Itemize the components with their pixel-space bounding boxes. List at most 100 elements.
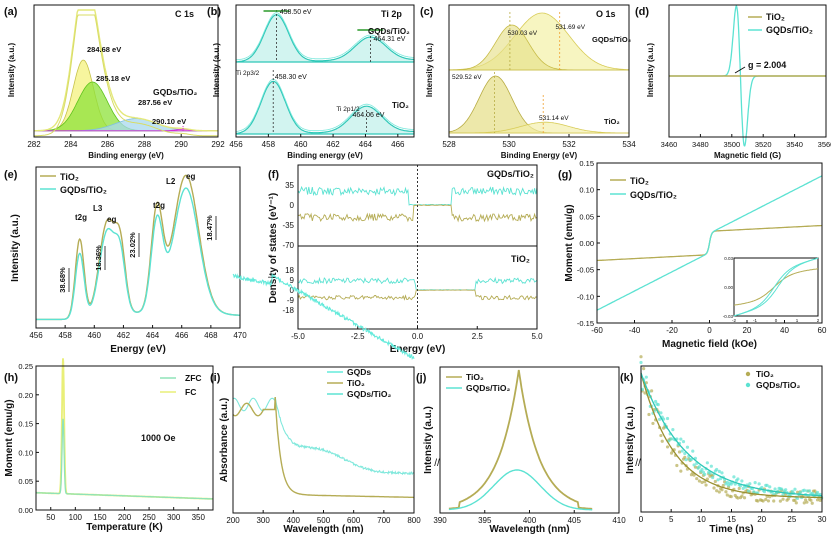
x-tick-label: 400 [523,516,537,525]
x-tick-label: 460 [88,331,102,340]
x-tick-label: 466 [391,140,405,149]
series-tio2 [448,369,593,510]
x-axis-label: Energy (eV) [390,344,446,355]
plot-frame [448,4,630,138]
legend-label: TiO₂ [630,176,649,186]
legend-label: GQDs/TiO₂ [630,190,677,200]
top-panel-label: GQDs/TiO₂ [487,169,534,179]
y-axis-label: Density of states (eV⁻¹) [268,193,279,303]
data-point [683,451,687,456]
data-point [703,480,707,484]
data-point [794,501,798,505]
data-point [719,477,723,481]
x-tick-label: 458 [262,140,276,149]
x-tick-label: 50 [46,513,55,522]
data-point [802,488,806,492]
panel-e: 456 458 460 462 464 466 468 470 Energy (eV) Inten… [4,166,247,355]
data-point [802,501,806,505]
raw-data [235,78,415,132]
panel-title: Ti 2p [381,9,402,19]
data-point [725,493,729,497]
data-point [717,469,721,473]
series-label: TiO₂ [604,117,620,126]
panel-c: 528 530 532 534 Binding Energy (eV) Intensity… [420,4,636,160]
series-gqds-tio2 [232,396,415,476]
legend: ZFC FC [160,373,202,397]
peak-label: L3 [93,204,103,213]
data-point [700,480,704,484]
data-point [665,416,670,421]
data-point [657,417,662,422]
y-tick-label: 0 [290,201,295,210]
legend-label: GQDs/TiO₂ [347,389,391,399]
x-tick-label: 466 [175,331,189,340]
data-point [768,485,772,489]
peak-label: 531.69 eV [556,24,586,31]
y-tick-label: 0.05 [18,477,33,486]
data-point [793,487,797,491]
x-tick-label: -60 [591,326,603,335]
orbital-label: Ti 2p1/2 [336,106,360,113]
x-tick-label: 464 [359,140,373,149]
y-axis-label: Intensity (a.u.) [10,214,21,282]
x-axis-label: Binding energy (eV) [287,151,363,160]
data-point [705,477,709,481]
y-axis-label: Intensity (a.u.) [646,43,655,98]
series-gqds-tio2 [448,469,593,511]
x-tick-label: 700 [377,516,391,525]
panel-label: (e) [4,169,18,181]
data-point [639,360,643,365]
data-point [650,389,654,393]
x-tick-label: 60 [818,326,827,335]
y-tick-label: 0 [290,286,295,295]
data-point [742,496,747,500]
x-tick-label: 10 [697,515,706,524]
legend-label: TiO₂ [347,378,365,388]
peak-label: eg [186,172,195,181]
legend-label: TiO₂ [466,372,484,382]
peak-label: 287.56 eV [138,98,172,107]
envelope-fit [34,9,218,132]
plot-frame [668,4,827,138]
inset-y-tick: -0.03 [723,314,734,319]
data-point [665,445,670,449]
orbital-label: Ti 2p3/2 [236,70,260,77]
x-tick-label: -5.0 [291,332,305,341]
x-tick-label: 2.5 [472,332,484,341]
data-point [781,492,785,497]
legend-label: TiO₂ [60,172,79,182]
legend-swatch [745,371,751,377]
y-tick-label: -35 [282,221,294,230]
legend: TiO₂ GQDs/TiO₂ [748,12,813,35]
x-tick-label: 3560 [818,140,831,149]
data-point [736,496,740,500]
data-point [752,490,756,494]
x-tick-label: 350 [192,513,206,522]
data-point [805,489,809,493]
percent-change: 18.36% [94,245,103,271]
x-tick-label: 395 [478,516,492,525]
panel-g: -60 -40 -20 0 20 40 60-0.15-0.10-0.050.000.050… [558,159,827,350]
data-point [765,483,769,487]
panel-label: (i) [210,372,221,384]
panel-label: (d) [635,6,649,18]
data-point [689,457,694,462]
y-tick-label: 0.25 [18,362,33,371]
y-tick-label: 0.00 [579,239,594,248]
data-point [659,433,663,438]
data-point [760,485,764,490]
plot-frame [35,166,241,329]
x-tick-label: 456 [229,140,243,149]
x-tick-label: 534 [622,140,636,149]
x-tick-label: 0.0 [412,332,424,341]
peak-label: 458.50 eV [280,9,312,16]
series-label: GQDs/TiO₂ [592,35,631,44]
y-tick-label: 0.20 [18,391,33,400]
data-point [772,499,776,503]
panel-label: (a) [4,6,18,18]
data-point [780,487,784,491]
peak-label: eg [107,215,116,224]
x-tick-label: 0 [639,515,644,524]
data-point [740,494,744,498]
data-point [711,475,715,480]
